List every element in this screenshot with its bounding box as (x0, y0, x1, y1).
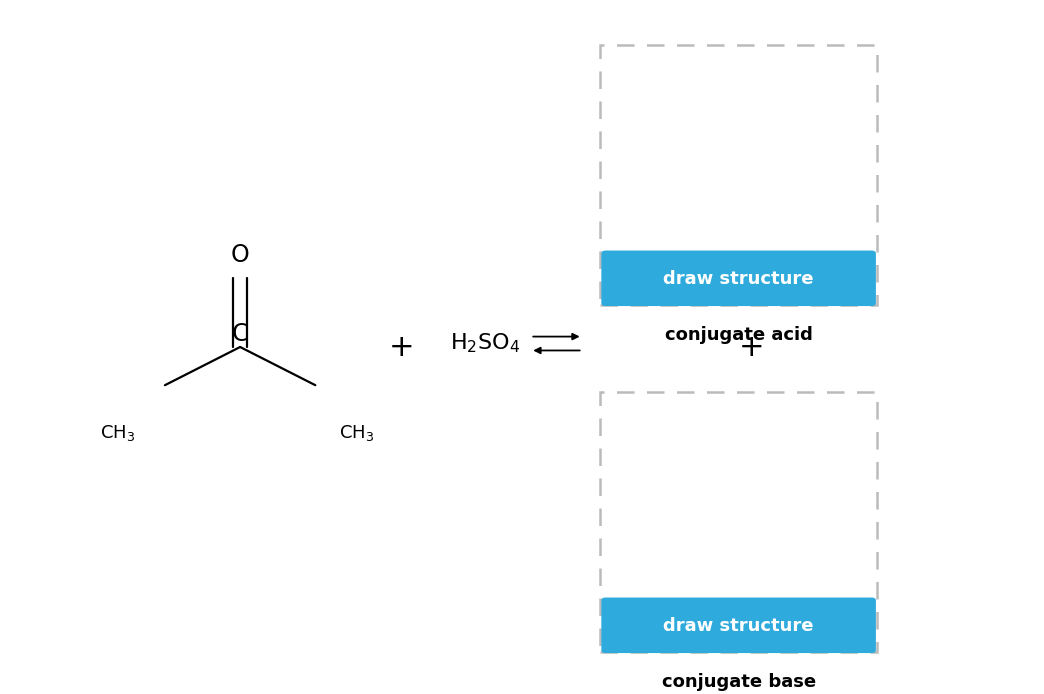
Text: CH$_3$: CH$_3$ (339, 423, 375, 443)
Bar (600, 45, 877, 305)
Bar (600, 392, 877, 652)
Text: +: + (389, 332, 414, 362)
Text: draw structure: draw structure (663, 271, 814, 288)
Text: conjugate base: conjugate base (662, 673, 815, 691)
FancyBboxPatch shape (601, 598, 876, 653)
Text: H$_2$SO$_4$: H$_2$SO$_4$ (450, 332, 521, 355)
Text: +: + (739, 332, 764, 362)
Text: CH$_3$: CH$_3$ (100, 423, 136, 443)
Text: O: O (231, 243, 250, 267)
FancyBboxPatch shape (601, 251, 876, 306)
Text: conjugate acid: conjugate acid (665, 326, 812, 344)
Text: draw structure: draw structure (663, 618, 814, 635)
Text: C: C (232, 321, 248, 346)
